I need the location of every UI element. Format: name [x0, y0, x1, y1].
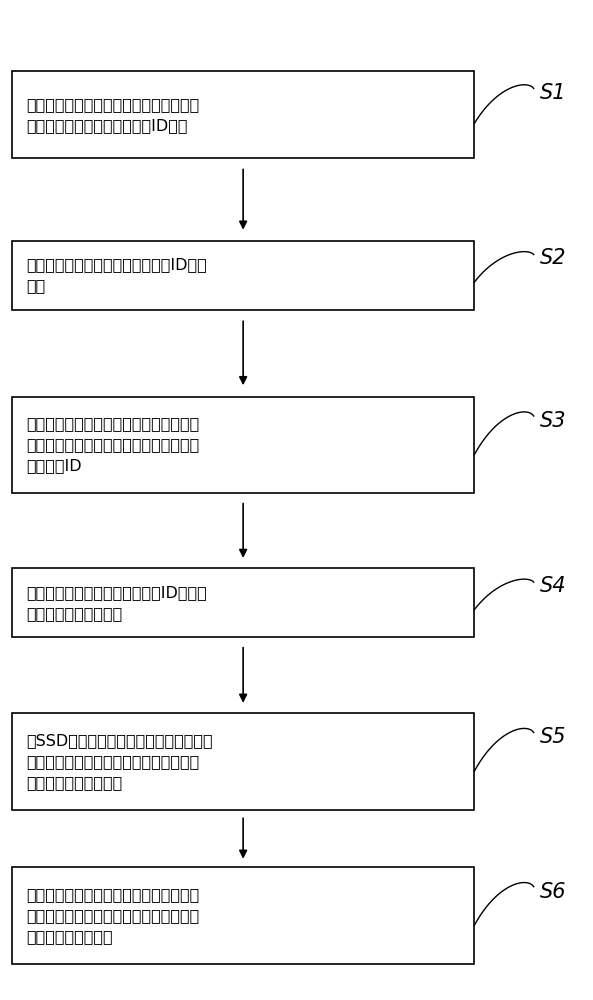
- Bar: [12, 713, 474, 810]
- Bar: [12, 71, 474, 158]
- Bar: [12, 397, 474, 493]
- Text: S5: S5: [540, 727, 566, 747]
- Text: S4: S4: [540, 576, 566, 596]
- Text: 将主机的应用数据与不同的数据流ID进行
绑定: 将主机的应用数据与不同的数据流ID进行 绑定: [27, 257, 208, 293]
- Text: S6: S6: [540, 882, 566, 902]
- Bar: [12, 241, 474, 310]
- Text: 当SSD缓存满了，将数据池中的冷数据刷
到闪存的第一物理块，将数据池中热数据
写到闪存的第二物理块: 当SSD缓存满了，将数据池中的冷数据刷 到闪存的第一物理块，将数据池中热数据 写…: [27, 733, 213, 790]
- Text: S3: S3: [540, 411, 566, 431]
- Text: 应用数据生成多个命令交叉发送至固态硬
盘，其中每个命令的保留字段记录绑定好
的数据流ID: 应用数据生成多个命令交叉发送至固态硬 盘，其中每个命令的保留字段记录绑定好 的数…: [27, 416, 200, 473]
- Text: S1: S1: [540, 83, 566, 103]
- Bar: [12, 867, 474, 964]
- Text: 进行数据流定义，对数据流进行编号，并
将编号后的数据流进行数据流ID绑定: 进行数据流定义，对数据流进行编号，并 将编号后的数据流进行数据流ID绑定: [27, 97, 200, 133]
- Text: S2: S2: [540, 248, 566, 268]
- Text: 主机应用层复写热数据，将第二物理块中
的热数据写在闪存的第三物理块中，并对
第二物理块进行擦除: 主机应用层复写热数据，将第二物理块中 的热数据写在闪存的第三物理块中，并对 第二…: [27, 887, 200, 944]
- Bar: [12, 568, 474, 637]
- Text: 固态硬盘缓存根据命令的数据流ID将数据
缓存到对应的数据池中: 固态硬盘缓存根据命令的数据流ID将数据 缓存到对应的数据池中: [27, 585, 208, 621]
